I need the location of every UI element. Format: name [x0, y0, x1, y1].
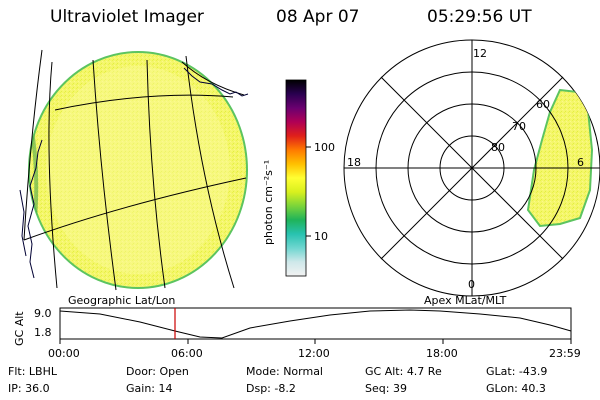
footer-glon: GLon: 40.3: [486, 382, 546, 395]
geographic-image: [19, 49, 249, 291]
polar-mlt-18: 18: [347, 156, 361, 169]
observation-time: 05:29:56 UT: [427, 7, 532, 27]
polar-mlt-6: 6: [577, 156, 584, 169]
footer-mode: Mode: Normal: [246, 365, 323, 378]
polar-mlt-12: 12: [473, 47, 487, 60]
polar-mlt-0: 0: [468, 278, 475, 291]
colorbar-tick-10: 10: [314, 230, 328, 243]
timeline-x-tick-1: 06:00: [171, 347, 203, 360]
timeline-x-tick-3: 18:00: [426, 347, 458, 360]
colorbar-tick-100: 100: [314, 141, 335, 154]
footer-door: Door: Open: [126, 365, 189, 378]
footer-seq: Seq: 39: [365, 382, 407, 395]
timeline-x-tick-2: 12:00: [298, 347, 330, 360]
timeline-y-axis-label: GC Alt: [13, 311, 26, 346]
polar-grid: [344, 40, 600, 296]
timeline-y-max: 9.0: [34, 307, 52, 320]
footer-ip: IP: 36.0: [8, 382, 50, 395]
polar-lat-80: 80: [491, 141, 505, 154]
altitude-timeline: [59, 307, 572, 344]
colorbar-unit-label: photon cm⁻²s⁻¹: [262, 159, 275, 245]
instrument-title: Ultraviolet Imager: [50, 7, 204, 27]
polar-plot: [343, 39, 600, 297]
colorbar: [285, 79, 311, 277]
footer-dsp: Dsp: -8.2: [246, 382, 296, 395]
footer-glat: GLat: -43.9: [486, 365, 548, 378]
polar-lat-70: 70: [512, 120, 526, 133]
footer-gc-alt: GC Alt: 4.7 Re: [365, 365, 442, 378]
geographic-grid-title: Geographic Lat/Lon: [68, 294, 176, 307]
coastline: [19, 67, 249, 279]
timeline-x-tick-4: 23:59: [549, 347, 581, 360]
observation-date: 08 Apr 07: [276, 7, 360, 27]
footer-gain: Gain: 14: [126, 382, 173, 395]
footer-filter: Flt: LBHL: [8, 365, 57, 378]
timeline-y-min: 1.8: [34, 326, 52, 339]
timeline-ticks: [59, 339, 572, 344]
polar-lat-60: 60: [536, 98, 550, 111]
timeline-x-tick-0: 00:00: [48, 347, 80, 360]
apex-grid-title: Apex MLat/MLT: [424, 294, 507, 307]
